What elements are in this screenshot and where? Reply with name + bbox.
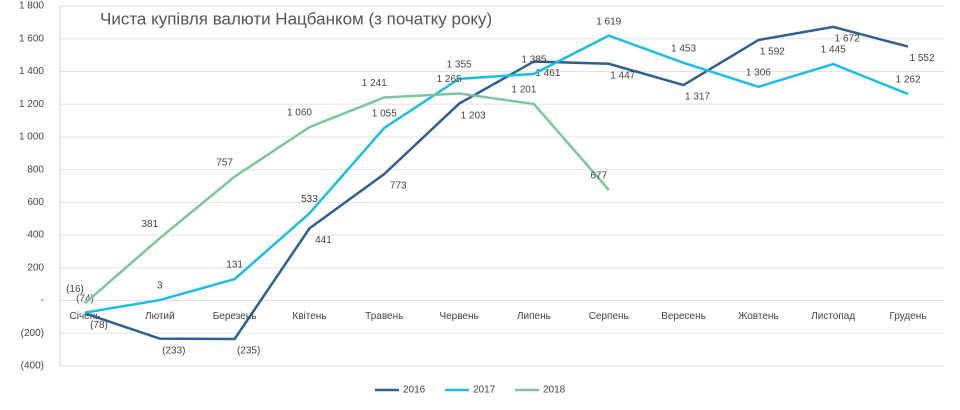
data-label: 1 592 — [760, 47, 785, 58]
x-tick-label: Березень — [213, 311, 257, 322]
data-label: (78) — [90, 320, 108, 331]
x-tick-label: Грудень — [889, 311, 926, 322]
data-label: 1 447 — [610, 70, 635, 81]
legend-label: 2018 — [543, 385, 566, 396]
data-label: 1 453 — [671, 43, 696, 54]
x-tick-label: Травень — [365, 311, 403, 322]
x-tick-label: Червень — [439, 311, 478, 322]
data-label: 1 445 — [821, 45, 846, 56]
data-label: 1 552 — [909, 53, 934, 64]
data-label: 1 203 — [461, 110, 486, 121]
x-tick-label: Лютий — [145, 311, 175, 322]
chart-title: Чиста купівля валюти Нацбанком (з початк… — [100, 9, 492, 28]
data-label: 1 385 — [521, 55, 546, 66]
data-label: 533 — [301, 194, 318, 205]
series-line — [84, 92, 610, 305]
data-label: 1 060 — [287, 108, 312, 119]
x-tick-label: Жовтень — [738, 311, 779, 322]
y-tick-label: 1 400 — [19, 66, 44, 77]
data-label: 441 — [315, 235, 332, 246]
x-tick-label: Липень — [517, 311, 551, 322]
data-label: 757 — [216, 157, 233, 168]
x-tick-label: Вересень — [661, 311, 706, 322]
y-tick-label: 1 200 — [19, 99, 44, 110]
legend-label: 2016 — [403, 385, 426, 396]
data-label: 1 619 — [596, 16, 621, 27]
series-line — [84, 25, 909, 341]
y-tick-label: 1 600 — [19, 33, 44, 44]
data-label: 1 355 — [447, 59, 472, 70]
data-label: 1 241 — [362, 78, 387, 89]
data-label: 1 306 — [746, 67, 771, 78]
y-tick-label: 200 — [27, 262, 44, 273]
x-tick-label: Січень — [70, 311, 101, 322]
data-label: (74) — [76, 293, 94, 304]
data-label: 677 — [590, 170, 607, 181]
data-label: 773 — [390, 181, 407, 192]
y-tick-label: 1 800 — [19, 1, 44, 12]
y-tick-label: 1 000 — [19, 132, 44, 143]
y-tick-label: - — [41, 295, 44, 306]
data-label: 1 265 — [437, 74, 462, 85]
x-tick-label: Серпень — [589, 311, 629, 322]
data-label: (233) — [162, 345, 185, 356]
y-tick-label: (200) — [21, 328, 44, 339]
data-label: 131 — [226, 260, 243, 271]
y-tick-label: 800 — [27, 164, 44, 175]
data-label: 1 317 — [685, 92, 710, 103]
x-tick-label: Листопад — [811, 311, 855, 322]
data-label: 1 461 — [535, 68, 560, 79]
series-line — [84, 34, 909, 314]
data-label: 381 — [141, 219, 158, 230]
y-tick-label: (400) — [21, 361, 44, 372]
data-label: 1 262 — [895, 75, 920, 86]
y-tick-label: 400 — [27, 230, 44, 241]
y-tick-label: 600 — [27, 197, 44, 208]
legend-label: 2017 — [473, 385, 496, 396]
data-label: (235) — [237, 346, 260, 357]
data-label: 3 — [157, 281, 163, 292]
data-label: 1 201 — [511, 85, 536, 96]
data-label: (16) — [66, 284, 84, 295]
x-tick-label: Квітень — [292, 311, 326, 322]
data-label: 1 055 — [372, 109, 397, 120]
data-label: 1 672 — [835, 34, 860, 45]
